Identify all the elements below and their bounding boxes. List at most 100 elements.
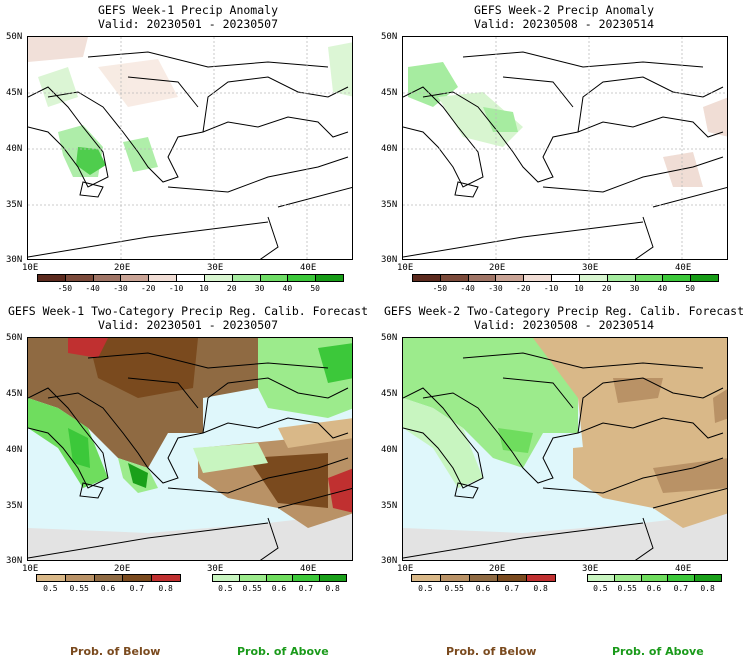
colorbar-swatch [694,574,722,582]
colorbar-label: 0.8 [158,584,173,593]
colorbar-label: 20 [226,284,237,293]
lon-label: 10E [22,263,39,273]
colorbar-swatch [467,274,497,282]
colorbar-label: 0.8 [533,584,548,593]
prob-above-colorbar: 0.5 0.55 0.6 0.7 0.8 [212,574,347,596]
colorbar-swatch [468,574,499,582]
colorbar-label: 0.7 [298,584,314,593]
colorbar-label: 0.6 [100,584,116,593]
prob-above-caption: Prob. of Above [237,645,329,658]
colorbar-swatch [551,274,580,282]
lon-label: 40E [300,564,317,574]
no-data-region [403,513,727,560]
colorbar-label: 0.55 [69,584,89,593]
colorbar-label: 50 [310,284,320,293]
colorbar-swatch [634,274,664,282]
colorbar-label: 0.55 [242,584,262,593]
colorbar-label: -10 [543,284,559,293]
lat-label: 30N [6,255,23,265]
lon-label: 40E [675,263,692,273]
colorbar-label: 0.5 [43,584,58,593]
lat-label: 35N [6,501,23,511]
colorbar-label: 0.55 [444,584,464,593]
anomaly-colorbar: -50 -40 -30 -20 -10 10 20 30 40 50 [37,274,344,296]
colorbar-label: 0.5 [418,584,433,593]
lat-label: 45N [6,389,23,399]
anomaly-shading [28,37,352,177]
colorbar-swatch [203,274,233,282]
colorbar-swatch [36,574,66,582]
map-w2-anomaly [402,36,728,260]
panel-title-w2-prob: GEFS Week-2 Two-Category Precip Reg. Cal… [376,304,752,332]
colorbar-swatch [148,274,178,282]
lon-label: 20E [114,564,131,574]
colorbar-swatch [92,274,122,282]
prob-below-caption: Prob. of Below [446,645,537,658]
colorbar-label: 0.6 [475,584,491,593]
prob-below-caption: Prob. of Below [70,645,161,658]
colorbar-swatch [587,574,615,582]
lat-label: 35N [6,200,23,210]
colorbar-label: -50 [432,284,448,293]
lat-label: 30N [381,255,398,265]
colorbar-label: 40 [282,284,293,293]
valid-text: Valid: 20230508 - 20230514 [473,17,654,31]
lat-label: 35N [381,200,398,210]
lat-label: 40N [381,144,398,154]
lat-label: 50N [381,32,398,42]
lat-label: 50N [6,32,23,42]
colorbar-swatch [292,574,321,582]
lon-label: 30E [582,564,599,574]
colorbar-label: -20 [141,284,156,293]
map-w1-anomaly [27,36,353,260]
colorbar-swatch [176,274,205,282]
colorbar-label: -10 [168,284,184,293]
colorbar-swatch [287,274,317,282]
lat-label: 45N [381,88,398,98]
panel-title-w1-anom: GEFS Week-1 Precip Anomaly Valid: 2023050… [0,3,376,31]
colorbar-label: -40 [85,284,100,293]
colorbar-swatch [212,574,240,582]
title-text: GEFS Week-1 Precip Anomaly [97,3,278,17]
colorbar-swatch [238,574,267,582]
lon-label: 30E [207,564,224,574]
coastlines [403,352,727,560]
lat-label: 40N [6,445,23,455]
lon-label: 40E [675,564,692,574]
colorbar-label: 0.8 [325,584,340,593]
lat-label: 30N [6,556,23,566]
colorbar-label: -50 [57,284,73,293]
colorbar-label: 0.7 [129,584,145,593]
colorbar-swatch [690,274,719,282]
colorbar-swatch [662,274,692,282]
lat-label: 40N [6,144,23,154]
colorbar-swatch [523,274,553,282]
colorbar-label: 30 [254,284,265,293]
valid-text: Valid: 20230501 - 20230507 [97,318,278,332]
graticule [28,37,352,259]
colorbar-label: 0.7 [504,584,520,593]
lat-label: 40N [381,445,398,455]
colorbar-label: 30 [629,284,640,293]
colorbar-label: -30 [113,284,128,293]
lat-label: 45N [381,389,398,399]
colorbar-label: 20 [601,284,612,293]
panel-title-w1-prob: GEFS Week-1 Two-Category Precip Reg. Cal… [0,304,376,332]
colorbar-label: 10 [574,284,584,293]
coastlines [28,352,352,560]
coastlines [403,51,727,259]
map-w1-probability [27,337,353,561]
colorbar-swatch [439,274,469,282]
graticule [403,37,727,259]
colorbar-swatch [93,574,124,582]
anomaly-colorbar: -50 -40 -30 -20 -10 10 20 30 40 50 [412,274,719,296]
colorbar-swatch [526,574,556,582]
colorbar-swatch [122,574,153,582]
colorbar-swatch [64,274,94,282]
lon-label: 30E [582,263,599,273]
prob-above-caption: Prob. of Above [612,645,704,658]
lon-label: 20E [489,263,506,273]
colorbar-swatch [667,574,696,582]
colorbar-label: 0.6 [271,584,287,593]
lat-label: 45N [6,88,23,98]
